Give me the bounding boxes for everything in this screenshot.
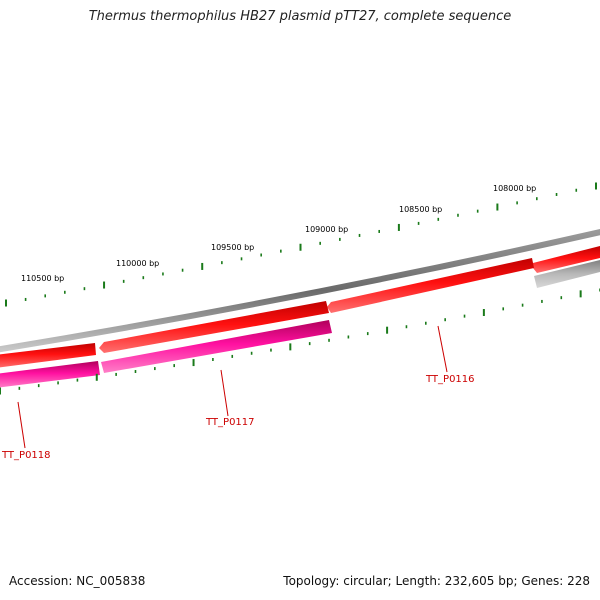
gene-label-tt-p0118[interactable]: TT_P0118 — [1, 450, 51, 461]
scale-label: 110500 bp — [21, 274, 64, 283]
cds-reverse-tt-p0117 — [101, 320, 332, 373]
leader-tt-p0117 — [220, 369, 229, 417]
scale-label: 108000 bp — [493, 184, 536, 193]
leader-tt-p0118 — [17, 401, 26, 449]
leader-tt-p0116 — [437, 325, 448, 373]
feature-gray-right — [534, 260, 600, 288]
inner-scale-ticks — [0, 288, 600, 395]
footer-accession: Accession: NC_005838 — [9, 574, 146, 588]
cds-forward-left — [0, 343, 96, 368]
scale-label: 110000 bp — [116, 259, 159, 268]
outer-scale-ticks — [5, 182, 597, 307]
scale-label: 109000 bp — [305, 225, 348, 234]
plasmid-backbone — [0, 229, 600, 353]
cds-forward-tt-p0116 — [327, 258, 534, 313]
gene-label-tt-p0116[interactable]: TT_P0116 — [425, 374, 475, 385]
scale-label: 109500 bp — [211, 243, 254, 252]
scale-label: 108500 bp — [399, 205, 442, 214]
cds-forward-tt-p0117 — [99, 301, 329, 353]
map-title: Thermus thermophilus HB27 plasmid pTT27,… — [88, 9, 512, 24]
cds-forward-right — [533, 246, 600, 273]
gene-label-tt-p0117[interactable]: TT_P0117 — [205, 417, 255, 428]
cds-reverse-left — [0, 361, 100, 388]
scale-labels: 108000 bp 108500 bp 109000 bp 109500 bp 1100… — [21, 184, 536, 283]
footer-summary: Topology: circular; Length: 232,605 bp; … — [283, 574, 590, 588]
